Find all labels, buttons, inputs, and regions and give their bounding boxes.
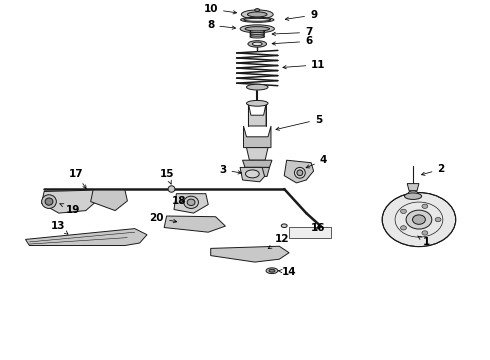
Ellipse shape (294, 167, 305, 178)
Ellipse shape (400, 226, 406, 230)
Ellipse shape (252, 42, 262, 46)
Polygon shape (174, 194, 208, 213)
Ellipse shape (250, 32, 265, 35)
Ellipse shape (408, 191, 418, 198)
Text: 2: 2 (421, 164, 444, 175)
Bar (289, 227, 331, 238)
Ellipse shape (242, 10, 273, 19)
Polygon shape (91, 190, 127, 211)
Polygon shape (25, 229, 147, 246)
Text: 16: 16 (311, 222, 326, 233)
Ellipse shape (281, 224, 287, 228)
Polygon shape (211, 246, 289, 262)
Polygon shape (248, 103, 266, 126)
Text: 11: 11 (283, 60, 326, 70)
Ellipse shape (422, 231, 428, 235)
Text: 15: 15 (159, 168, 174, 184)
Text: 13: 13 (50, 221, 68, 234)
Ellipse shape (245, 27, 270, 31)
Ellipse shape (245, 170, 259, 178)
Ellipse shape (184, 196, 198, 208)
Ellipse shape (255, 9, 260, 12)
Ellipse shape (250, 30, 265, 33)
Polygon shape (246, 148, 268, 160)
Text: 6: 6 (272, 36, 312, 46)
Ellipse shape (400, 209, 406, 213)
Polygon shape (244, 126, 271, 148)
Text: 18: 18 (172, 196, 186, 206)
Ellipse shape (269, 269, 275, 272)
Text: 1: 1 (417, 236, 430, 247)
Ellipse shape (187, 199, 195, 206)
Ellipse shape (42, 195, 56, 208)
Ellipse shape (422, 204, 428, 208)
Polygon shape (284, 160, 314, 183)
Ellipse shape (241, 17, 274, 22)
Polygon shape (42, 190, 98, 213)
Ellipse shape (435, 217, 441, 222)
Polygon shape (240, 167, 265, 182)
Ellipse shape (45, 198, 53, 205)
Text: 17: 17 (69, 168, 86, 189)
Polygon shape (243, 160, 272, 167)
Text: 12: 12 (268, 234, 289, 249)
Ellipse shape (250, 34, 265, 36)
Text: 8: 8 (207, 20, 236, 30)
Polygon shape (407, 184, 419, 191)
Text: 7: 7 (272, 27, 313, 37)
Ellipse shape (297, 170, 303, 176)
Text: 5: 5 (276, 114, 322, 130)
Ellipse shape (413, 215, 425, 224)
Ellipse shape (244, 18, 271, 21)
Ellipse shape (382, 193, 456, 247)
Ellipse shape (240, 25, 274, 33)
Text: 10: 10 (203, 4, 237, 14)
Ellipse shape (247, 12, 267, 17)
Ellipse shape (246, 100, 268, 106)
Ellipse shape (406, 210, 432, 229)
Ellipse shape (168, 186, 175, 192)
Ellipse shape (405, 193, 421, 199)
Ellipse shape (246, 84, 268, 90)
Polygon shape (245, 167, 270, 176)
Polygon shape (164, 216, 225, 232)
Text: 3: 3 (220, 165, 242, 175)
Text: 19: 19 (60, 204, 80, 215)
Text: 14: 14 (279, 267, 296, 277)
Text: 4: 4 (306, 155, 327, 168)
Text: 20: 20 (149, 213, 177, 223)
Ellipse shape (266, 268, 278, 274)
Ellipse shape (250, 36, 265, 38)
Ellipse shape (248, 41, 267, 47)
Text: 9: 9 (285, 10, 317, 21)
